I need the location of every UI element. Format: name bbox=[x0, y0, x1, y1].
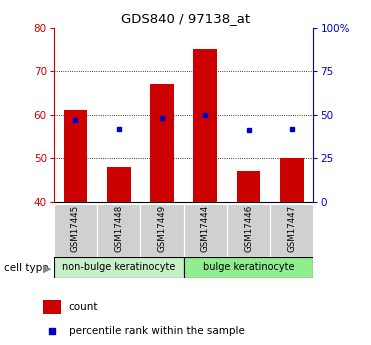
Bar bbox=[193, 49, 217, 202]
Text: cell type: cell type bbox=[4, 264, 48, 273]
Bar bbox=[54, 257, 184, 278]
Text: GSM17447: GSM17447 bbox=[288, 205, 296, 253]
Bar bbox=[270, 204, 313, 257]
Bar bbox=[107, 167, 131, 202]
Bar bbox=[184, 257, 313, 278]
Text: GSM17446: GSM17446 bbox=[244, 205, 253, 253]
Text: count: count bbox=[69, 302, 98, 312]
Text: GSM17449: GSM17449 bbox=[158, 205, 167, 252]
Bar bbox=[227, 204, 270, 257]
Bar bbox=[43, 300, 61, 314]
Bar bbox=[280, 158, 304, 202]
Text: GSM17445: GSM17445 bbox=[71, 205, 80, 253]
Bar bbox=[97, 204, 140, 257]
Text: bulge keratinocyte: bulge keratinocyte bbox=[203, 263, 294, 272]
Bar bbox=[63, 110, 87, 202]
Text: GDS840 / 97138_at: GDS840 / 97138_at bbox=[121, 12, 250, 25]
Text: ▶: ▶ bbox=[43, 264, 52, 273]
Text: GSM17448: GSM17448 bbox=[114, 205, 123, 253]
Bar bbox=[237, 171, 260, 202]
Bar bbox=[54, 204, 97, 257]
Bar bbox=[184, 204, 227, 257]
Text: non-bulge keratinocyte: non-bulge keratinocyte bbox=[62, 263, 175, 272]
Bar bbox=[150, 84, 174, 202]
Bar bbox=[140, 204, 184, 257]
Text: GSM17444: GSM17444 bbox=[201, 205, 210, 253]
Text: percentile rank within the sample: percentile rank within the sample bbox=[69, 326, 244, 336]
